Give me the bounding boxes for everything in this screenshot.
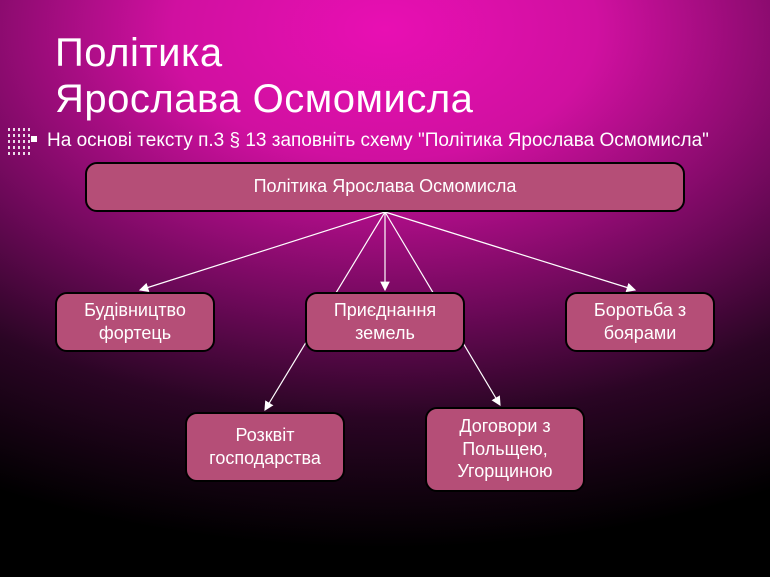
slide-title: Політика Ярослава Осмомисла bbox=[55, 30, 715, 122]
diagram-node-n4: Розквіт господарства bbox=[185, 412, 345, 482]
slide: Політика Ярослава Осмомисла На основі те… bbox=[0, 0, 770, 577]
title-line-2: Ярослава Осмомисла bbox=[55, 77, 473, 121]
diagram-node-n5: Договори з Польщею, Угорщиною bbox=[425, 407, 585, 492]
diagram-node-n3: Боротьба з боярами bbox=[565, 292, 715, 352]
title-line-1: Політика bbox=[55, 31, 223, 75]
diagram-node-n2: Приєднання земель bbox=[305, 292, 465, 352]
diagram-canvas: Політика Ярослава Осмомисла Будівництво ф… bbox=[55, 162, 715, 542]
slide-subtitle: На основі тексту п.3 § 13 заповніть схем… bbox=[47, 128, 709, 154]
diagram-arrows bbox=[55, 162, 715, 542]
diagram-edge bbox=[385, 212, 635, 290]
diagram-edge bbox=[140, 212, 385, 290]
diagram-node-n1: Будівництво фортець bbox=[55, 292, 215, 352]
side-decoration bbox=[8, 128, 36, 156]
diagram-node-root: Політика Ярослава Осмомисла bbox=[85, 162, 685, 212]
subtitle-row: На основі тексту п.3 § 13 заповніть схем… bbox=[31, 128, 715, 154]
